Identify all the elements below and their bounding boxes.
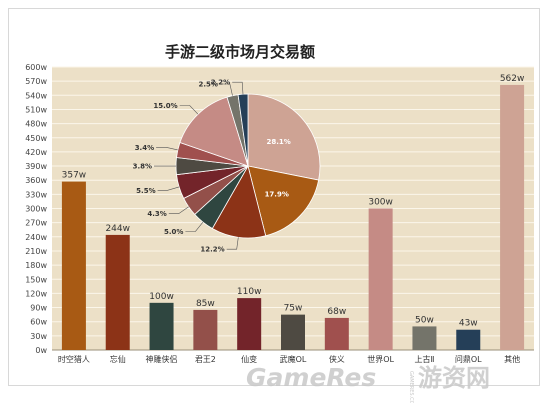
bar-value-label: 75w [284, 304, 303, 314]
bar [368, 208, 393, 350]
pie-slice-label: 2.5% [198, 80, 217, 88]
bar [237, 298, 262, 350]
pie-slice-label: 15.0% [153, 102, 177, 110]
y-tick-label: 180w [25, 261, 47, 270]
bar [281, 314, 305, 350]
pie-leader-line [219, 83, 233, 96]
y-tick-label: 0w [35, 346, 47, 355]
pie-slice-label: 4.3% [147, 210, 166, 218]
pie-leader-line [168, 206, 189, 214]
x-tick-label: 侠义 [329, 354, 345, 364]
bar [456, 329, 481, 350]
pie-slice [247, 93, 321, 181]
y-tick-label: 420w [25, 148, 47, 157]
x-tick-label: 其他 [504, 354, 520, 364]
x-tick-label: 仙变 [241, 354, 257, 364]
bar-value-label: 244w [105, 224, 130, 234]
pie-slice-label: 5.5% [136, 187, 155, 195]
y-tick-label: 60w [30, 318, 47, 327]
pie-slice-label: 28.1% [266, 138, 290, 146]
bar [500, 84, 525, 350]
y-tick-label: 510w [25, 105, 47, 114]
pie-slice-label: 12.2% [200, 246, 224, 254]
y-tick-label: 240w [25, 233, 47, 242]
x-tick-label: 问鼎OL [455, 355, 482, 364]
y-tick-label: 330w [25, 190, 47, 199]
x-tick-label: 神雕侠侣 [146, 354, 178, 364]
pie-leader-line [185, 222, 204, 232]
y-tick-label: 450w [25, 134, 47, 143]
watermark-latin: GameRes [246, 363, 376, 392]
bar-value-label: 110w [237, 287, 262, 297]
bar [149, 302, 174, 350]
bar-value-label: 562w [500, 74, 525, 84]
pie-slice-label: 3.8% [133, 163, 152, 171]
bar [412, 326, 437, 350]
pie-slice-label: 5.0% [164, 228, 183, 236]
y-tick-label: 30w [30, 332, 47, 341]
pie-slice [247, 165, 320, 237]
y-tick-label: 90w [30, 304, 47, 313]
chart-frame [8, 8, 540, 386]
pie-leader-line [179, 105, 199, 115]
y-tick-label: 150w [25, 275, 47, 284]
pie-slice-label: 3.4% [135, 144, 154, 152]
y-tick-label: 480w [25, 120, 47, 129]
x-tick-label: 世界OL [367, 354, 394, 364]
y-tick-label: 120w [25, 289, 47, 298]
bar-value-label: 100w [149, 292, 174, 302]
bar [105, 234, 130, 350]
chart-title: 手游二级市场月交易额 [165, 43, 315, 61]
pie-leader-line [232, 81, 244, 95]
y-tick-label: 390w [25, 162, 47, 171]
y-tick-label: 270w [25, 219, 47, 228]
y-tick-label: 300w [25, 205, 47, 214]
bar-value-label: 85w [196, 299, 215, 309]
pie-slice-label: 2.2% [211, 79, 230, 87]
bar-value-label: 68w [327, 307, 346, 317]
y-tick-label: 210w [25, 247, 47, 256]
bar-value-label: 50w [415, 315, 434, 325]
bar [61, 181, 86, 350]
bar [193, 309, 218, 350]
watermark-han: 游资网 [418, 364, 490, 392]
pie-slice-label: 17.9% [265, 190, 289, 198]
bar-value-label: 357w [62, 171, 87, 181]
x-tick-label: 时空猎人 [58, 354, 90, 364]
x-tick-label: 忘仙 [110, 354, 126, 364]
y-tick-label: 540w [25, 91, 47, 100]
y-tick-label: 570w [25, 77, 47, 86]
watermark-small: GAMERES.COM [408, 371, 414, 403]
pie-leader-line [226, 237, 239, 250]
x-tick-label: 武魔OL [280, 354, 307, 364]
bar-value-label: 43w [459, 319, 478, 329]
x-tick-label: 君王2 [195, 355, 216, 364]
pie-leader-line [157, 186, 180, 191]
y-tick-label: 600w [25, 63, 47, 72]
bar-value-label: 300w [368, 198, 393, 208]
bar [324, 317, 349, 350]
y-tick-label: 360w [25, 176, 47, 185]
pie-leader-line [156, 147, 178, 151]
x-tick-label: 上古Ⅱ [414, 354, 434, 364]
